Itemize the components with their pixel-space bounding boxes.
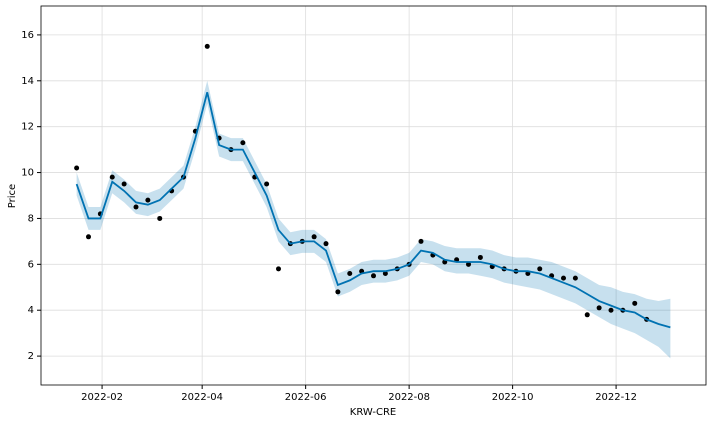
x-tick-label: 2022-02: [81, 392, 123, 403]
x-axis-label: KRW-CRE: [350, 407, 396, 418]
uncertainty-band: [76, 80, 671, 359]
observation: [371, 273, 376, 279]
x-tick-label: 2022-04: [181, 392, 223, 403]
y-tick-label: 12: [21, 122, 34, 133]
observation: [86, 234, 91, 240]
observation: [596, 305, 602, 311]
observation: [335, 289, 341, 295]
observation: [561, 275, 566, 281]
observation: [121, 181, 127, 187]
observation: [276, 266, 281, 272]
observation: [157, 215, 163, 221]
observation: [74, 165, 80, 171]
observation: [632, 300, 638, 306]
observation: [264, 181, 270, 187]
observation: [477, 254, 483, 260]
observation: [572, 275, 578, 281]
y-tick-label: 10: [21, 168, 34, 179]
observation: [466, 261, 471, 267]
observation: [347, 271, 353, 277]
observation: [537, 266, 543, 272]
observation: [240, 140, 246, 146]
observation: [311, 234, 317, 240]
observation: [608, 307, 614, 313]
y-axis-label: Price: [7, 184, 18, 208]
y-tick-label: 2: [28, 351, 34, 362]
observation: [109, 174, 115, 180]
x-tick-label: 2022-08: [388, 392, 430, 403]
x-tick-label: 2022-06: [285, 392, 327, 403]
plot-frame: [40, 5, 707, 386]
x-tick-label: 2022-10: [492, 392, 534, 403]
observation: [323, 241, 329, 247]
x-tick-label: 2022-12: [595, 392, 637, 403]
observation: [382, 271, 388, 277]
observation: [204, 43, 210, 49]
y-tick-label: 16: [21, 30, 34, 41]
y-tick-label: 4: [28, 305, 34, 316]
observation: [133, 204, 139, 210]
observation: [418, 238, 424, 244]
observation: [584, 312, 590, 318]
observation: [145, 197, 151, 203]
y-tick-label: 14: [21, 76, 34, 87]
y-tick-label: 8: [28, 213, 34, 224]
y-tick-label: 6: [28, 259, 34, 270]
forecast-line: [75, 92, 671, 329]
